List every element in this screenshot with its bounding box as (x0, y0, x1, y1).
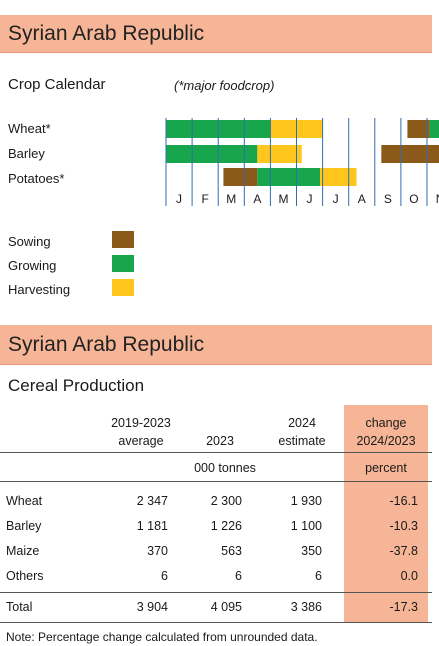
crop-label-potatoes: Potatoes* (8, 171, 65, 186)
cell-barley-change: -10.3 (389, 519, 419, 533)
cell-maize-change: -37.8 (389, 544, 419, 558)
cell-others-est: 6 (315, 569, 322, 583)
col-header-average-line2: average (118, 434, 164, 448)
bar-potatoes-growing-1 (257, 168, 320, 186)
legend-label-harvesting: Harvesting (8, 282, 71, 297)
cell-maize-avg: 370 (147, 544, 168, 558)
units-percent: percent (365, 461, 407, 475)
table-footnote: Note: Percentage change calculated from … (6, 630, 318, 644)
cell-wheat-y2023: 2 300 (210, 494, 242, 508)
legend-swatch-growing (112, 255, 134, 272)
month-label-3: A (253, 192, 261, 206)
production-banner-title: Syrian Arab Republic (8, 333, 205, 356)
month-label-4: M (278, 192, 288, 206)
crop-calendar-chart: JFMAMJJASOND (165, 118, 439, 206)
cell-total-est: 3 386 (290, 600, 322, 614)
cell-others-change: 0.0 (400, 569, 418, 583)
cereal-production-heading: Cereal Production (8, 376, 145, 395)
bar-barley-harvesting-1 (257, 145, 302, 163)
bar-barley-growing-0 (166, 145, 258, 163)
cell-barley-avg: 1 181 (136, 519, 168, 533)
month-label-10: N (436, 192, 439, 206)
month-label-2: M (226, 192, 236, 206)
month-label-5: J (307, 192, 313, 206)
cell-maize-y2023: 563 (221, 544, 242, 558)
col-header-change-line1: change (365, 416, 407, 430)
cell-others-avg: 6 (161, 569, 168, 583)
change-column-highlight (344, 405, 428, 623)
col-header-estimate-line1: 2024 (288, 416, 316, 430)
month-label-0: J (176, 192, 182, 206)
cell-total-avg: 3 904 (136, 600, 168, 614)
cell-wheat-name: Wheat (6, 494, 43, 508)
cell-total-name: Total (6, 600, 33, 614)
cell-barley-y2023: 1 226 (210, 519, 242, 533)
units-divider (0, 481, 432, 482)
major-foodcrop-note: (*major foodcrop) (174, 78, 275, 93)
legend-label-growing: Growing (8, 258, 57, 273)
month-label-9: O (409, 192, 418, 206)
legend-swatch-harvesting (112, 279, 134, 296)
crop-label-barley: Barley (8, 146, 45, 161)
production-banner: Syrian Arab Republic (0, 325, 432, 365)
cell-wheat-est: 1 930 (290, 494, 322, 508)
legend-label-sowing: Sowing (8, 234, 51, 249)
cell-maize-name: Maize (6, 544, 40, 558)
bar-barley-sowing-2 (381, 145, 439, 163)
col-header-average-line1: 2019-2023 (111, 416, 171, 430)
units-tonnes: 000 tonnes (194, 461, 256, 475)
total-divider (0, 592, 432, 593)
bar-potatoes-sowing-0 (223, 168, 258, 186)
cell-maize-est: 350 (301, 544, 322, 558)
col-header-change-line2: 2024/2023 (356, 434, 416, 448)
month-label-6: J (333, 192, 339, 206)
cell-barley-est: 1 100 (290, 519, 322, 533)
cell-wheat-change: -16.1 (389, 494, 419, 508)
cell-wheat-avg: 2 347 (136, 494, 168, 508)
table-bottom-border (0, 622, 432, 623)
month-label-7: A (358, 192, 366, 206)
cell-total-change: -17.3 (389, 600, 419, 614)
cell-barley-name: Barley (6, 519, 42, 533)
crop-label-wheat: Wheat* (8, 121, 51, 136)
month-label-1: F (201, 192, 208, 206)
calendar-banner: Syrian Arab Republic (0, 15, 432, 53)
bar-wheat-growing-3 (429, 120, 439, 138)
legend-swatch-sowing (112, 231, 134, 248)
crop-calendar-heading: Crop Calendar (8, 76, 106, 93)
header-divider (0, 452, 432, 453)
calendar-banner-title: Syrian Arab Republic (8, 22, 205, 45)
cell-total-y2023: 4 095 (210, 600, 242, 614)
col-header-2023: 2023 (206, 434, 234, 448)
cell-others-name: Others (6, 569, 44, 583)
cell-others-y2023: 6 (235, 569, 242, 583)
bar-potatoes-harvesting-2 (319, 168, 357, 186)
bar-wheat-sowing-2 (407, 120, 430, 138)
col-header-estimate-line2: estimate (278, 434, 326, 448)
month-label-8: S (384, 192, 392, 206)
